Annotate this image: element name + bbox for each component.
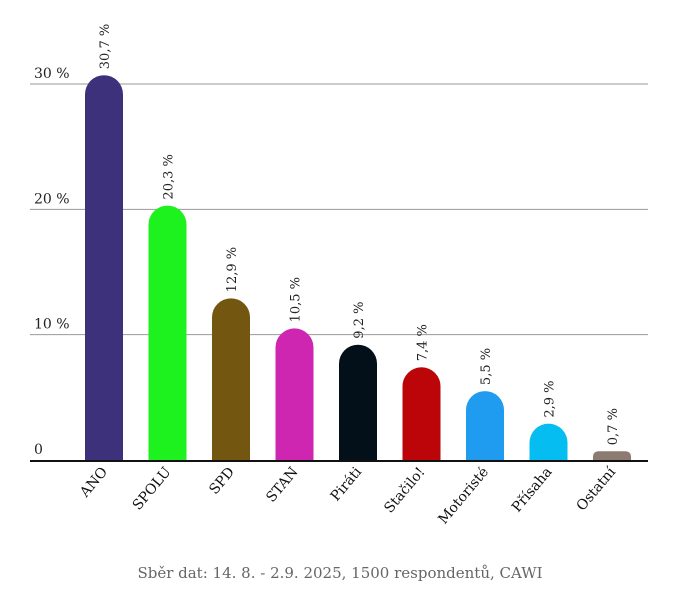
category-label: Stačilo! bbox=[381, 464, 428, 516]
gridlines bbox=[30, 83, 648, 336]
bar bbox=[529, 423, 568, 460]
data-label: 9,2 % bbox=[352, 302, 367, 339]
data-label: 12,9 % bbox=[225, 247, 240, 292]
source-note: Sběr dat: 14. 8. - 2.9. 2025, 1500 respo… bbox=[137, 564, 543, 582]
y-tick-label: 10 % bbox=[34, 317, 70, 333]
category-label: Ostatní bbox=[574, 464, 620, 514]
data-label: 20,3 % bbox=[162, 154, 177, 199]
category-label: Přísaha bbox=[509, 464, 556, 515]
bar bbox=[402, 367, 441, 460]
category-label: Motoristé bbox=[435, 464, 492, 527]
y-tick-label: 30 % bbox=[34, 66, 70, 82]
bar bbox=[275, 328, 314, 460]
category-label: STAN bbox=[263, 464, 301, 505]
bar bbox=[593, 451, 631, 460]
data-label: 2,9 % bbox=[543, 380, 558, 417]
bar bbox=[85, 75, 123, 460]
data-label: 7,4 % bbox=[416, 324, 431, 361]
category-label: ANO bbox=[76, 464, 111, 501]
category-label: SPD bbox=[206, 464, 238, 497]
data-label: 5,5 % bbox=[479, 348, 494, 385]
y-axis-tick-labels: 0 10 % 20 % 30 % bbox=[34, 66, 70, 458]
data-label: 10,5 % bbox=[289, 277, 304, 322]
bar-chart: 0 10 % 20 % 30 % 30,7 % 20,3 % 12,9 % 10,5 % 9,… bbox=[30, 24, 648, 528]
category-label: Piráti bbox=[328, 464, 366, 505]
bar bbox=[339, 344, 377, 460]
data-label: 0,7 % bbox=[606, 408, 621, 445]
data-label: 30,7 % bbox=[98, 24, 113, 69]
category-labels: ANO SPOLU SPD STAN Piráti Stačilo! Motoristé Př… bbox=[76, 464, 619, 528]
bars bbox=[85, 75, 631, 460]
bar bbox=[466, 391, 504, 460]
y-tick-label: 20 % bbox=[34, 191, 70, 207]
bar bbox=[148, 205, 187, 460]
data-labels: 30,7 % 20,3 % 12,9 % 10,5 % 9,2 % 7,4 % 5,5 % 2… bbox=[98, 24, 621, 445]
bar bbox=[212, 298, 250, 460]
category-label: SPOLU bbox=[130, 464, 175, 513]
y-tick-label: 0 bbox=[34, 442, 43, 458]
